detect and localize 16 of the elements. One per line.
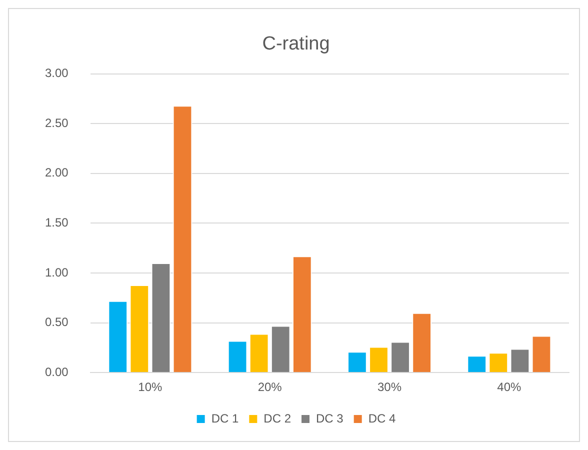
y-tick-label: 3.00 [44, 66, 69, 80]
chart-title: C-rating [262, 34, 330, 55]
y-tick-label: 1.00 [44, 265, 69, 280]
legend-label: DC 4 [368, 411, 396, 426]
y-tick-label: 1.50 [44, 216, 69, 230]
x-tick-label: 20% [258, 380, 282, 394]
y-tick-label: 0.00 [44, 364, 69, 379]
y-tick-label: 0.50 [44, 315, 69, 330]
y-tick-label: 2.50 [44, 116, 69, 130]
x-tick-label: 40% [497, 380, 522, 394]
x-tick-label: 10% [138, 380, 163, 394]
legend-label: DC 1 [211, 411, 239, 426]
legend-label: DC 2 [264, 411, 292, 426]
legend-label: DC 3 [316, 411, 344, 426]
x-tick-label: 30% [377, 380, 402, 394]
y-tick-label: 2.00 [44, 166, 69, 180]
